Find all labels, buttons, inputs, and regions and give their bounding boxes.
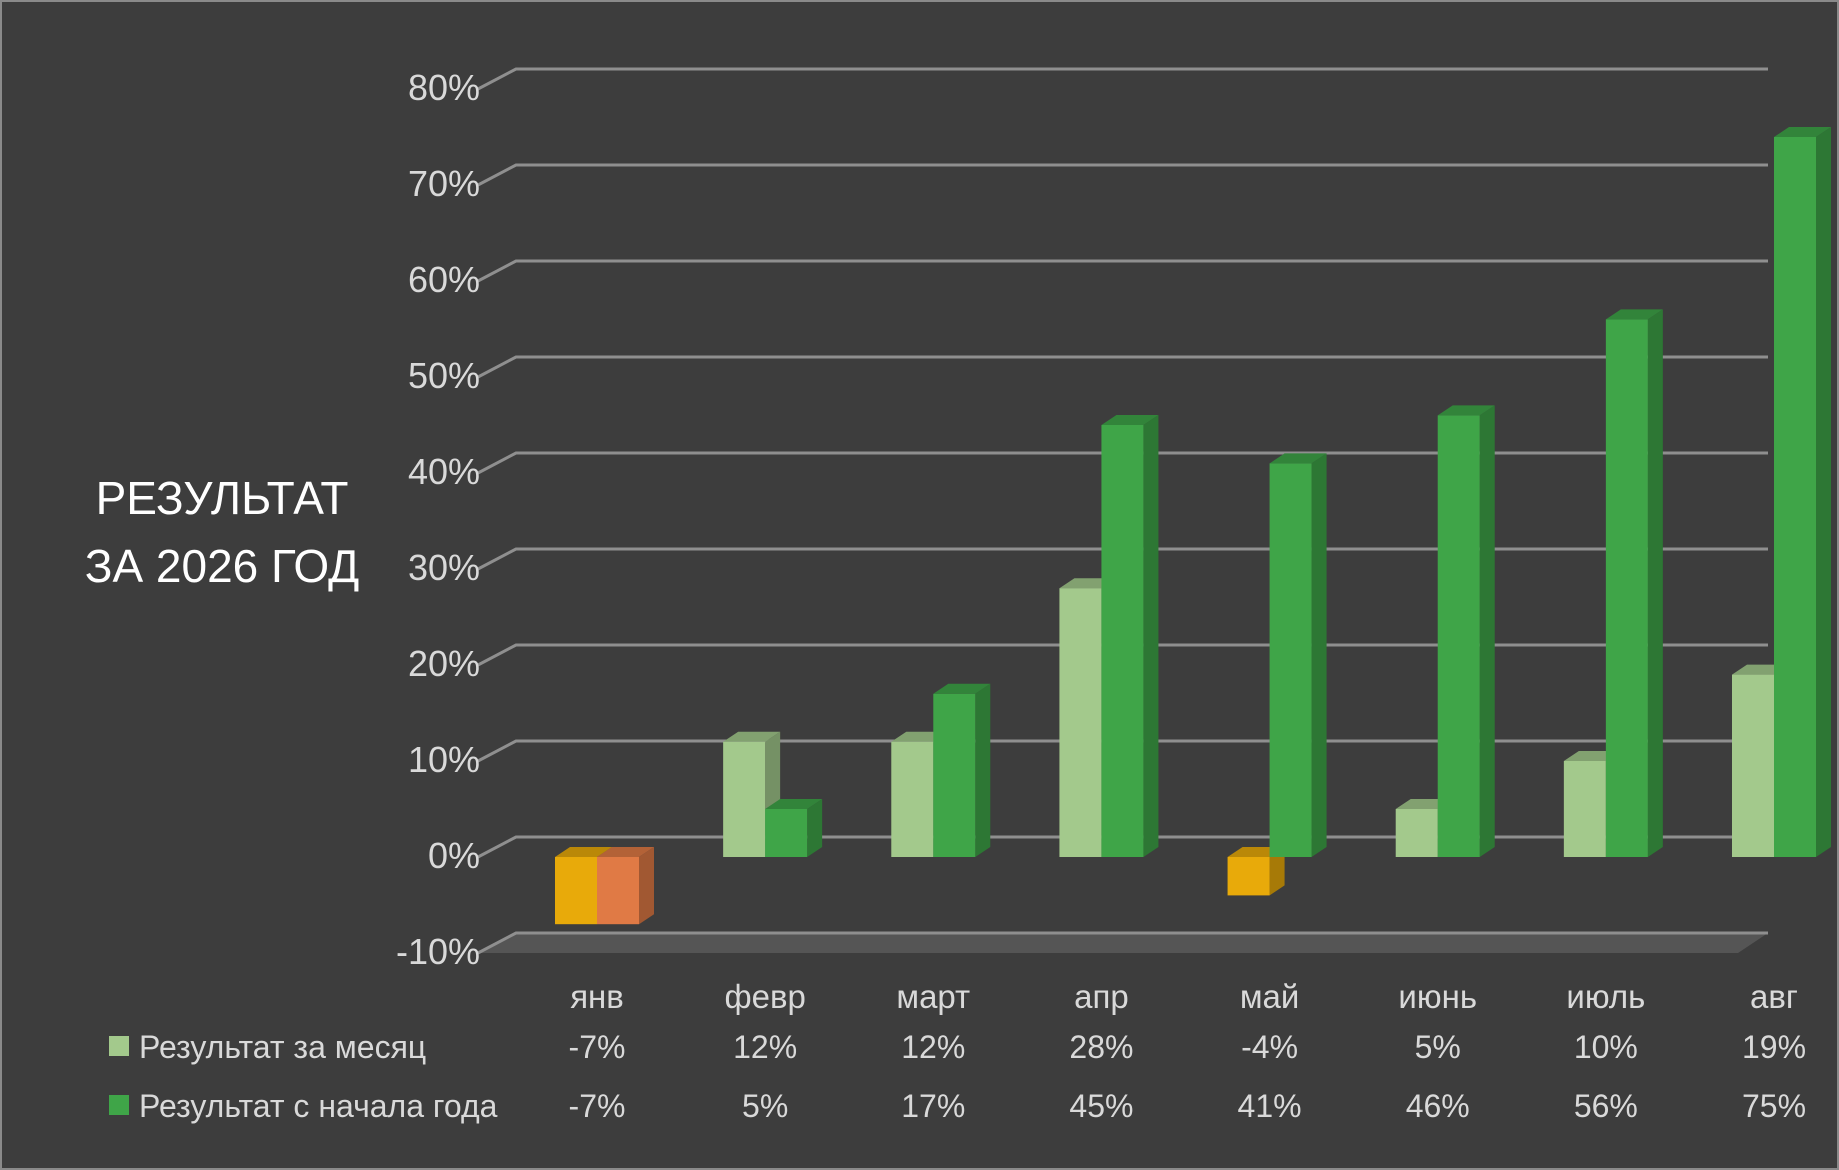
- legend-key-ytd: [109, 1095, 129, 1115]
- bar-ytd: [597, 847, 654, 925]
- grid-layer: [477, 67, 1768, 955]
- data-label: 75%: [1742, 1088, 1806, 1124]
- gridline: [477, 547, 1768, 571]
- gridline: [477, 643, 1768, 667]
- bar-ytd: [1437, 405, 1495, 857]
- data-label: 45%: [1069, 1088, 1133, 1124]
- y-tick-label: 0%: [428, 835, 480, 876]
- bar-layer: [555, 127, 1831, 925]
- data-label: 12%: [901, 1029, 965, 1065]
- y-tick-label: 10%: [408, 739, 480, 780]
- bar-ytd: [765, 799, 823, 857]
- chart-title-line-1: РЕЗУЛЬТАТ: [95, 472, 349, 524]
- gridline: [477, 163, 1768, 187]
- data-label: -7%: [569, 1029, 626, 1065]
- gridline: [477, 67, 1768, 91]
- x-category-label: март: [896, 978, 970, 1015]
- data-label: 28%: [1069, 1029, 1133, 1065]
- x-category-label: апр: [1074, 978, 1129, 1015]
- chart-title-line-2: ЗА 2026 ГОД: [84, 540, 360, 592]
- bar-ytd: [1101, 415, 1159, 857]
- data-table: янв февр март апр май июнь июль авг Результат за…: [109, 978, 1806, 1124]
- bar-ytd: [1774, 127, 1831, 857]
- legend-label-ytd: Результат с начала года: [139, 1088, 498, 1124]
- legend-label-month: Результат за месяц: [139, 1029, 426, 1065]
- chart-floor: [478, 933, 1768, 953]
- gridline: [477, 259, 1768, 283]
- y-tick-label: 40%: [408, 451, 480, 492]
- chart-title: РЕЗУЛЬТАТ ЗА 2026 ГОД: [42, 464, 402, 600]
- data-label: 12%: [733, 1029, 797, 1065]
- y-tick-label: 60%: [408, 259, 480, 300]
- x-category-label: февр: [724, 978, 805, 1015]
- data-label: 5%: [742, 1088, 788, 1124]
- axis-layer: 80% 70% 60% 50% 40% 30% 20% 10% 0% -10%: [396, 67, 480, 972]
- gridline: [477, 739, 1768, 763]
- y-tick-label: -10%: [396, 931, 480, 972]
- data-label: 17%: [901, 1088, 965, 1124]
- y-tick-label: 30%: [408, 547, 480, 588]
- x-category-label: авг: [1750, 978, 1798, 1015]
- bar-ytd: [1269, 453, 1327, 857]
- x-category-label: июль: [1566, 978, 1645, 1015]
- data-label: 5%: [1415, 1029, 1461, 1065]
- data-label: 41%: [1238, 1088, 1302, 1124]
- data-label: -7%: [569, 1088, 626, 1124]
- gridline: [477, 451, 1768, 475]
- gridline: [477, 931, 1768, 955]
- y-tick-label: 20%: [408, 643, 480, 684]
- x-category-label: май: [1240, 978, 1299, 1015]
- bar-ytd: [933, 683, 991, 857]
- x-category-label: июнь: [1398, 978, 1477, 1015]
- y-tick-label: 50%: [408, 355, 480, 396]
- y-tick-label: 70%: [408, 163, 480, 204]
- data-label: 19%: [1742, 1029, 1806, 1065]
- data-label: 56%: [1574, 1088, 1638, 1124]
- data-label: 10%: [1574, 1029, 1638, 1065]
- gridline: [477, 355, 1768, 379]
- bar-ytd: [1605, 309, 1663, 857]
- y-tick-label: 80%: [408, 67, 480, 108]
- data-label: -4%: [1241, 1029, 1298, 1065]
- data-label: 46%: [1406, 1088, 1470, 1124]
- legend-key-month: [109, 1036, 129, 1056]
- x-category-label: янв: [570, 978, 624, 1015]
- gridline: [477, 835, 1768, 859]
